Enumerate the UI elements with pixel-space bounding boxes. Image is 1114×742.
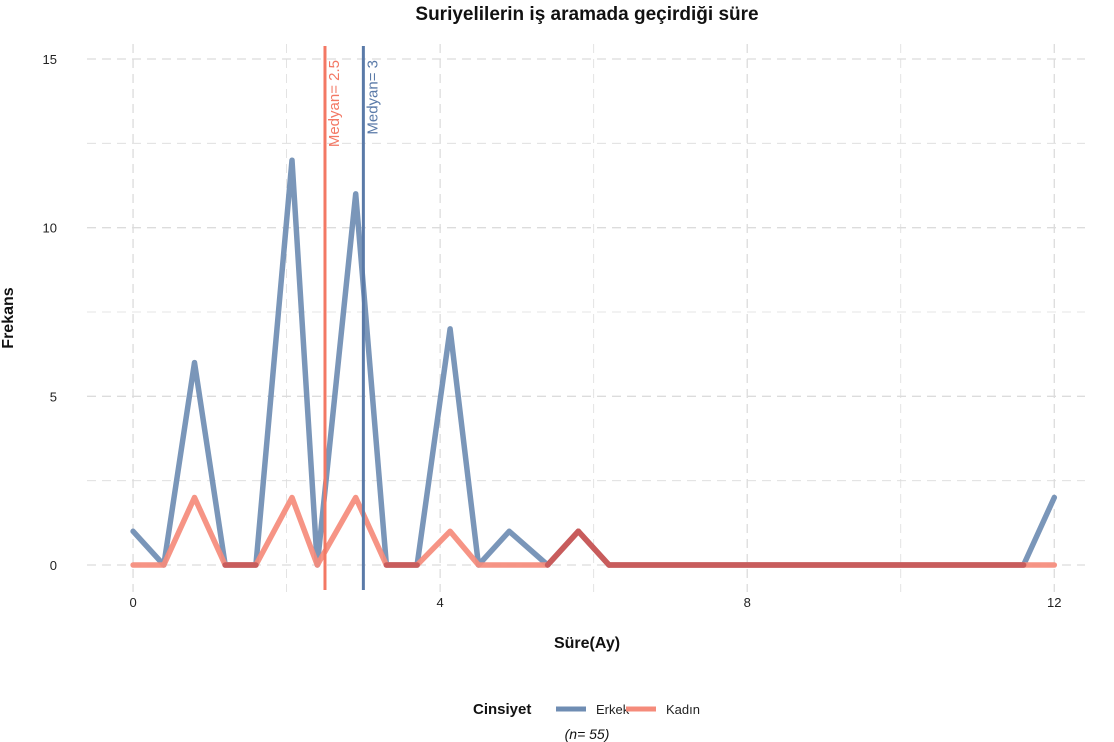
x-tick-label: 4	[437, 595, 444, 610]
legend-label-kadin: Kadın	[666, 702, 700, 717]
y-tick-label: 5	[50, 389, 57, 404]
x-tick-label: 0	[129, 595, 136, 610]
series-overlap-segment	[544, 528, 582, 568]
x-tick-label: 8	[744, 595, 751, 610]
median-label: Medyan= 2.5	[326, 60, 343, 147]
median-label: Medyan= 3	[364, 60, 381, 135]
median-lines: Medyan= 2.5 Medyan= 3	[323, 46, 381, 590]
chart-title: Suriyelilerin iş aramada geçirdiği süre	[415, 4, 758, 25]
x-axis-ticks: 0 4 8 12	[129, 595, 1061, 610]
y-tick-label: 0	[50, 558, 57, 573]
y-tick-label: 10	[43, 221, 57, 236]
y-tick-label: 15	[43, 52, 57, 67]
legend-title: Cinsiyet	[473, 701, 531, 718]
grid-lines	[87, 44, 1085, 592]
series-lines	[130, 157, 1058, 568]
series-overlap-segment	[575, 528, 612, 568]
y-axis-title: Frekans	[0, 287, 17, 348]
legend: Cinsiyet Erkek Kadın	[473, 701, 700, 718]
y-axis-ticks: 0 5 10 15	[43, 52, 57, 573]
x-axis-title: Süre(Ay)	[554, 635, 620, 652]
legend-label-erkek: Erkek	[596, 702, 630, 717]
x-tick-label: 12	[1047, 595, 1061, 610]
sample-size-note: (n= 55)	[565, 726, 610, 742]
